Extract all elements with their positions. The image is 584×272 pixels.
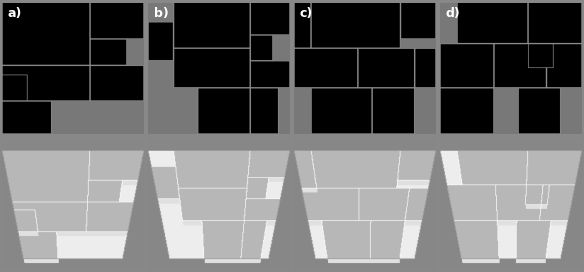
Text: a): a) [8, 7, 22, 20]
Text: b): b) [154, 7, 169, 20]
Text: c): c) [300, 7, 313, 20]
Text: d): d) [446, 7, 461, 20]
